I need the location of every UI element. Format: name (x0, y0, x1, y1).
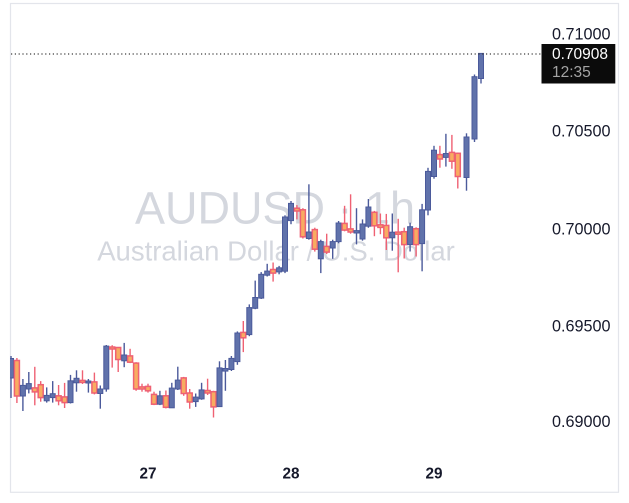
svg-text:0.69000: 0.69000 (552, 413, 611, 431)
svg-text:0.69500: 0.69500 (552, 318, 611, 336)
svg-text:0.70000: 0.70000 (552, 221, 611, 239)
svg-text:0.70500: 0.70500 (552, 123, 611, 141)
svg-text:29: 29 (425, 466, 442, 483)
svg-text:Australian Dollar / U.S. Dolla: Australian Dollar / U.S. Dollar (97, 236, 455, 267)
svg-text:12:35: 12:35 (552, 64, 591, 81)
svg-text:0.70908: 0.70908 (552, 46, 608, 63)
svg-text:27: 27 (139, 466, 156, 483)
svg-text:0.71000: 0.71000 (552, 26, 611, 44)
svg-text:28: 28 (282, 466, 300, 483)
